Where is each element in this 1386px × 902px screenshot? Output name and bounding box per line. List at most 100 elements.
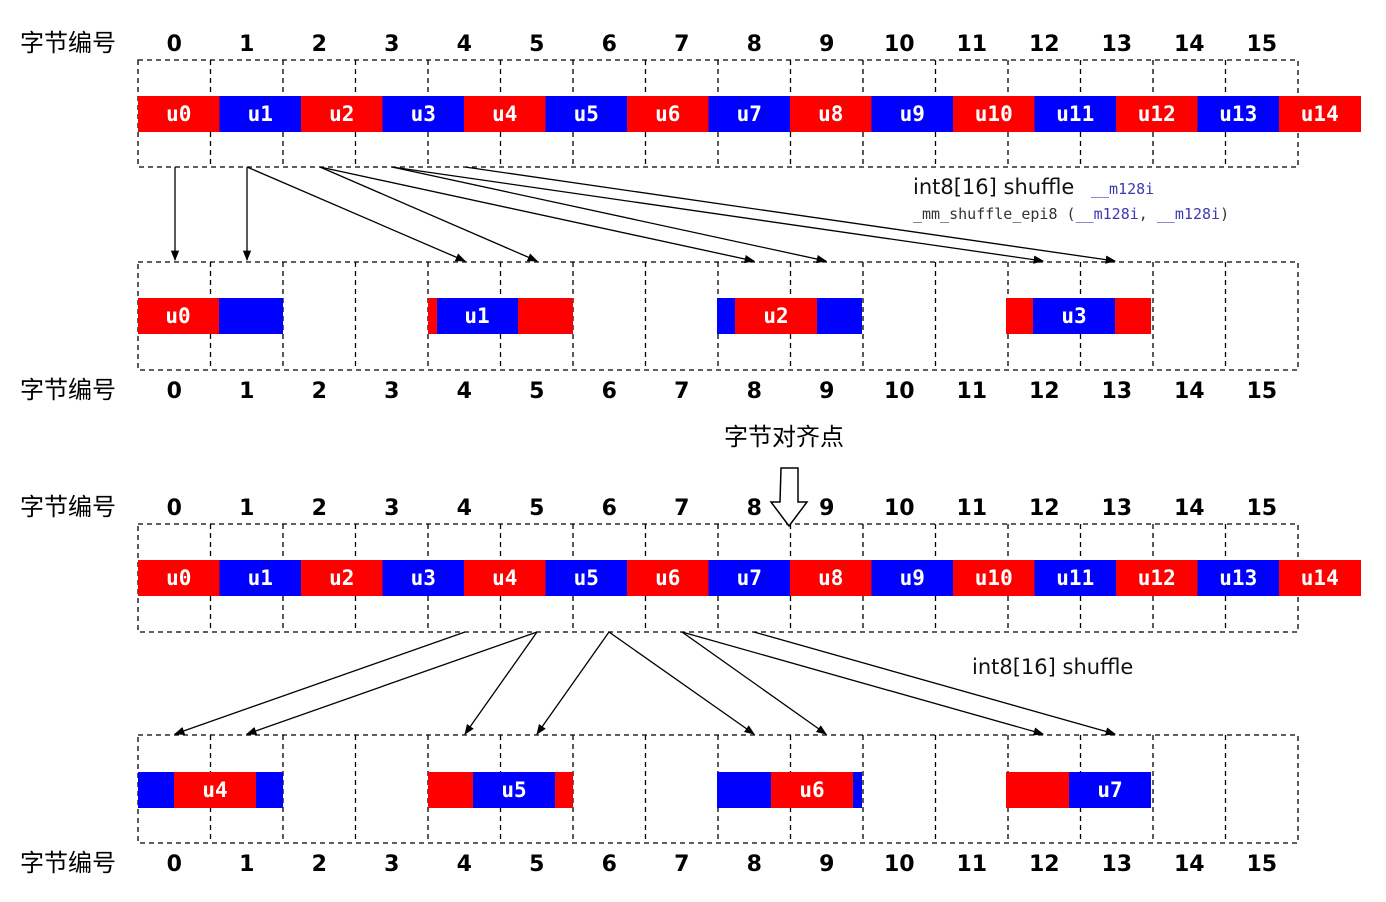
result-unit-label: u5 [501,778,526,802]
byte-index: 12 [1029,379,1060,404]
byte-index: 13 [1101,496,1132,521]
shuffle-arrow [391,166,828,264]
unit-label: u0 [166,102,191,126]
byte-index: 14 [1174,379,1205,404]
byte-index: 1 [239,496,254,521]
byte-index: 15 [1246,852,1277,877]
byte-index: 15 [1246,496,1277,521]
unit-cell [1034,96,1117,132]
byte-index: 7 [674,32,689,57]
unit-cell [708,96,791,132]
byte-index: 7 [674,379,689,404]
unit-label: u5 [574,102,599,126]
byte-index: 6 [602,496,617,521]
result-unit-label: u7 [1097,778,1122,802]
result-segment [1006,298,1033,334]
result-segment [437,298,518,334]
result-segment [555,772,573,808]
unit-cell [627,560,709,596]
unit-label: u13 [1219,102,1257,126]
byte-index: 15 [1246,32,1277,57]
unit-cell [790,560,872,596]
byte-index-label-row3: 字节编号 [20,493,116,521]
shuffle-arrow [753,631,1117,736]
unit-label: u7 [737,566,762,590]
intrinsic-sep: , [1139,205,1157,223]
byte-index: 5 [529,496,544,521]
intrinsic-arg2: __m128i [1157,205,1220,223]
unit-label: u10 [975,566,1013,590]
intrinsic-args-close: ) [1220,205,1229,223]
shuffle-arrow [464,631,538,735]
byte-index: 3 [384,379,399,404]
byte-index: 12 [1029,496,1060,521]
shuffle-arrow [536,631,610,735]
shuffle-annotation-top: int8[16] shuffle __m128i [913,175,1154,199]
unit-cell [1197,560,1280,596]
unit-cell [545,560,628,596]
shuffle-arrows-top [170,166,1117,264]
result-segment [518,298,573,334]
byte-index: 3 [384,496,399,521]
unit-label: u14 [1301,566,1339,590]
shuffle-arrow [608,631,755,735]
unit-cell [219,560,302,596]
byte-index: 0 [167,496,182,521]
result-segment [473,772,555,808]
unit-label: u12 [1138,102,1176,126]
byte-index: 10 [884,379,915,404]
result-segment [428,772,473,808]
byte-index: 8 [747,32,762,57]
unit-cell [871,96,954,132]
byte-index: 11 [956,852,987,877]
unit-cell [219,96,302,132]
intrinsic-args-open: ( [1058,205,1076,223]
byte-index: 9 [819,496,834,521]
unit-cell [382,560,465,596]
byte-index: 11 [956,379,987,404]
unit-cell [464,96,546,132]
result-segment [138,298,219,334]
intrinsic-name: _mm_shuffle_epi8 [913,205,1058,223]
byte-index: 4 [457,379,472,404]
byte-index: 5 [529,379,544,404]
byte-index: 8 [747,379,762,404]
byte-index: 4 [457,852,472,877]
result-segment [1115,298,1151,334]
unit-label: u11 [1056,566,1094,590]
result-segment [138,772,174,808]
result-segment [1006,772,1069,808]
byte-index: 7 [674,852,689,877]
byte-index: 13 [1101,379,1132,404]
unit-label: u13 [1219,566,1257,590]
align-point-arrow-icon [769,467,809,528]
shuffle-arrow [464,166,1117,264]
byte-index: 6 [602,379,617,404]
unit-label: u1 [248,566,273,590]
shuffle-annotation-bottom: int8[16] shuffle [972,655,1133,679]
byte-grid-source-top [137,59,1299,168]
byte-index: 11 [956,32,987,57]
unit-cell [627,96,709,132]
unit-cell [953,560,1035,596]
result-segment [771,772,853,808]
byte-index: 2 [312,852,327,877]
unit-label: u8 [818,566,843,590]
unit-cell [138,96,220,132]
unit-label: u3 [411,102,436,126]
byte-index: 3 [384,852,399,877]
byte-index: 8 [747,496,762,521]
unit-bar-source-top: u0 u1 u2 u3 u4 u5 u6 u7 u8 u9 u10 u11 u12 u13 u14 [138,96,1361,132]
byte-index: 0 [167,32,182,57]
unit-label: u4 [492,102,517,126]
result-blocks-top: u0 u1 u2 u3 [138,298,1151,334]
unit-cell [301,96,383,132]
result-unit-label: u0 [165,304,190,328]
unit-cell [871,560,954,596]
shuffle-arrow [681,631,1045,736]
result-segment [853,772,862,808]
byte-index: 0 [167,379,182,404]
byte-index: 1 [239,379,254,404]
byte-index: 1 [239,852,254,877]
intrinsic-signature: _mm_shuffle_epi8 (__m128i, __m128i) [913,205,1229,223]
